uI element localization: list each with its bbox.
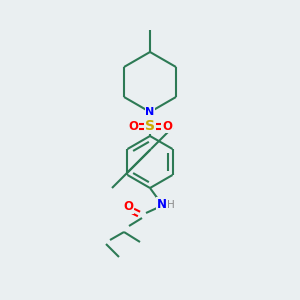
Text: O: O: [123, 200, 133, 214]
Text: O: O: [162, 119, 172, 133]
Text: O: O: [128, 119, 138, 133]
Text: S: S: [145, 119, 155, 133]
Text: N: N: [146, 107, 154, 117]
Text: N: N: [157, 197, 167, 211]
Text: H: H: [167, 200, 175, 210]
